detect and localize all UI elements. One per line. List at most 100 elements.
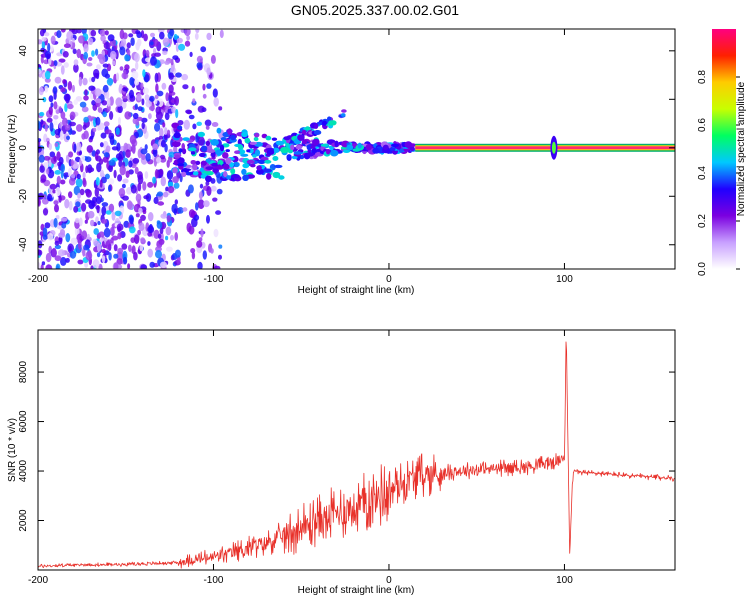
spectrogram-noise-cell <box>87 210 95 219</box>
snr-series-line <box>38 341 675 569</box>
spectrogram-noise-cell <box>202 250 207 260</box>
spectrogram-noise-cell <box>71 84 75 93</box>
spectrogram-noise-cell <box>39 231 44 236</box>
colorbar-tick-label: 0.6 <box>697 118 708 132</box>
spectrogram-noise-cell <box>98 231 105 238</box>
spectrogram-noise-cell <box>78 76 83 87</box>
spectrogram-noise-cell <box>88 85 96 91</box>
spectrogram-noise-cell <box>159 127 164 138</box>
spectrogram-band-cell <box>257 159 266 164</box>
spectrogram-band-cell <box>271 137 278 141</box>
spectrogram-noise-cell <box>164 112 170 121</box>
spectrogram-noise-cell <box>144 171 149 179</box>
spectrogram-band-cell <box>190 151 196 155</box>
spectrogram-noise-cell <box>163 133 168 141</box>
spectrogram-noise-cell <box>136 116 143 121</box>
spectrogram-band-cell <box>174 154 181 159</box>
spectrogram-noise-cell <box>85 189 92 198</box>
spectrogram-noise-cell <box>194 32 199 40</box>
spectrogram-noise-cell <box>76 124 83 132</box>
spectrogram-noise-cell <box>129 77 135 86</box>
spectrogram-noise-cell <box>210 248 214 254</box>
spectrogram-noise-cell <box>54 204 59 213</box>
spectrogram-noise-cell <box>144 94 150 101</box>
spectrogram-noise-cell <box>131 70 139 80</box>
spectrogram-band-cell <box>219 144 225 152</box>
spectrogram-noise-cell <box>136 93 142 101</box>
spectrogram-noise-cell <box>134 166 139 175</box>
spectrogram-noise-cell <box>55 215 60 220</box>
spectrogram-noise-cell <box>119 46 126 56</box>
spectrogram-noise-cell <box>38 154 45 163</box>
spectrogram-noise-cell <box>126 187 133 195</box>
spectrogram-noise-cell <box>75 177 83 188</box>
spectrogram-band-cell <box>230 134 237 141</box>
spectrogram-noise-cell <box>81 202 87 212</box>
spectrogram-noise-cell <box>158 168 164 176</box>
colorbar-tick-label: 0.8 <box>697 70 708 84</box>
spectrogram-noise-cell <box>125 149 131 158</box>
spectrogram-noise-cell <box>206 186 212 196</box>
spectrogram-x-tick-label: -100 <box>203 274 223 285</box>
spectrogram-noise-cell <box>126 200 133 210</box>
spectrogram-band-cell <box>372 147 381 154</box>
spectrogram-noise-cell <box>82 179 87 188</box>
snr-y-tick-label: 2000 <box>18 509 29 532</box>
spectrogram-band-cell <box>346 144 354 151</box>
spectrogram-band-cell <box>210 139 219 146</box>
spectrogram-noise-cell <box>169 29 175 37</box>
spectrogram-noise-cell <box>130 184 137 194</box>
spectrogram-band-cell <box>302 139 307 145</box>
spectrogram-noise-cell <box>143 195 150 200</box>
spectrogram-noise-cell <box>66 103 74 110</box>
spectrogram-band-cell <box>389 147 396 151</box>
spectrogram-noise-cell <box>99 179 103 188</box>
spectrogram-noise-cell <box>154 169 159 179</box>
spectrogram-noise-cell <box>141 117 148 123</box>
spectrogram-noise-cell <box>167 186 175 194</box>
spectrogram-band-cell <box>274 164 283 169</box>
spectrogram-noise-cell <box>86 62 93 67</box>
spectrogram-noise-cell <box>122 87 129 92</box>
spectrogram-noise-cell <box>72 163 80 169</box>
spectrogram-noise-cell <box>149 95 155 102</box>
spectrogram-noise-cell <box>77 240 82 250</box>
spectrogram-noise-cell <box>130 237 136 244</box>
spectrogram-noise-cell <box>135 213 140 218</box>
spectrogram-noise-cell <box>118 159 123 168</box>
spectrogram-noise-cell <box>137 174 144 185</box>
spectrogram-noise-cell <box>195 202 199 211</box>
spectrogram-noise-cell <box>129 89 134 99</box>
spectrogram-band-cell <box>314 123 319 129</box>
spectrogram-noise-cell <box>126 42 131 49</box>
spectrogram-noise-cell <box>131 143 136 154</box>
spectrogram-band-cell <box>307 149 312 154</box>
spectrogram-noise-cell <box>115 127 120 135</box>
spectrogram-noise-cell <box>213 265 221 269</box>
spectrogram-noise-cell <box>92 259 100 269</box>
spectrogram-x-tick-label: 100 <box>556 274 573 285</box>
spectrogram-noise-cell <box>85 156 92 163</box>
spectrogram-band-cell <box>192 163 198 171</box>
spectrogram-noise-cell <box>105 145 111 153</box>
spectrogram-noise-cell <box>54 244 62 250</box>
spectrogram-noise-cell <box>135 30 141 35</box>
spectrogram-noise-cell <box>38 145 42 153</box>
spectrogram-noise-cell <box>38 86 44 96</box>
spectrogram-band-cell <box>177 157 185 165</box>
spectrogram-noise-cell <box>38 39 43 45</box>
spectrogram-noise-cell <box>165 92 169 102</box>
spectrogram-noise-cell <box>72 48 77 55</box>
spectrogram-noise-cell <box>213 97 219 107</box>
spectrogram-band-cell <box>242 174 250 181</box>
spectrogram-x-tick-label: 0 <box>386 274 392 285</box>
spectrogram-noise-cell <box>167 129 171 136</box>
spectrogram-noise-cell <box>119 29 125 40</box>
spectrogram-noise-cell <box>105 240 111 250</box>
spectrogram-noise-cell <box>117 174 123 182</box>
spectrogram-noise-cell <box>59 130 64 141</box>
spectrogram-noise-cell <box>68 200 73 211</box>
spectrogram-noise-cell <box>218 244 223 249</box>
spectrogram-noise-cell <box>84 89 88 96</box>
spectrogram-noise-cell <box>87 167 95 173</box>
